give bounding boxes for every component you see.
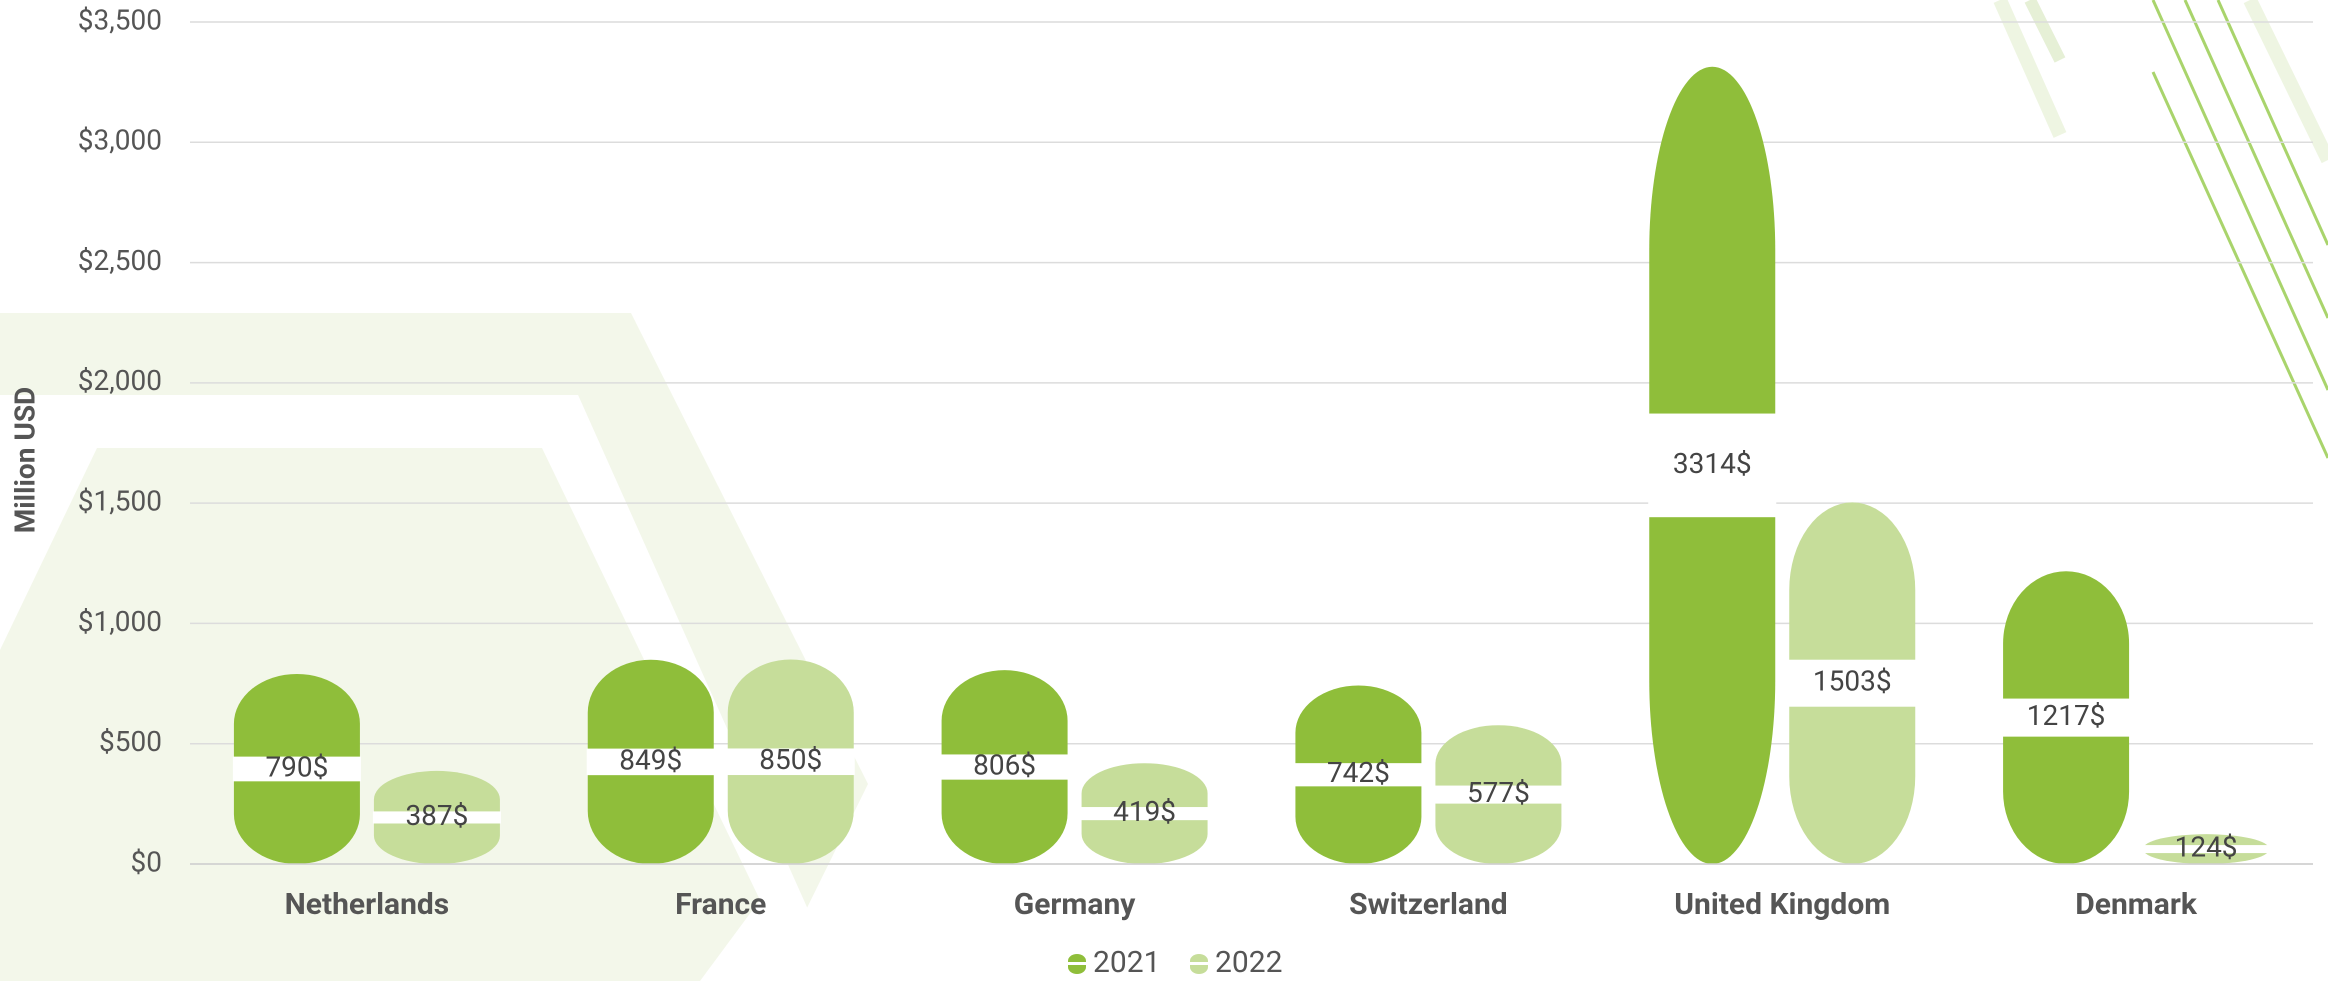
value-label: 850$ (759, 743, 822, 776)
label-gap (372, 811, 501, 824)
y-tick-label: $500 (99, 725, 162, 758)
y-tick-label: $1,500 (78, 485, 162, 518)
y-tick-label: $3,500 (78, 3, 162, 36)
label-gap (1648, 413, 1777, 518)
legend-label: 2021 (1093, 945, 1160, 980)
y-tick-label: $2,500 (78, 244, 162, 277)
value-label: 387$ (405, 799, 468, 832)
legend-gap (1067, 962, 1087, 965)
value-label: 3314$ (1673, 447, 1752, 480)
y-tick-label: $3,000 (78, 124, 162, 157)
value-label: 124$ (2175, 830, 2238, 863)
label-gap (726, 748, 855, 776)
label-gap (2002, 698, 2131, 737)
label-gap (586, 748, 715, 776)
value-label: 806$ (973, 748, 1036, 781)
x-tick-label: Germany (1014, 887, 1136, 922)
value-label: 790$ (265, 750, 328, 783)
value-label: 1217$ (2027, 699, 2106, 732)
legend-gap (1189, 962, 1209, 965)
x-tick-label: France (675, 887, 766, 922)
label-gap (1080, 807, 1209, 821)
x-tick-label: United Kingdom (1674, 887, 1890, 922)
y-axis-title: Million USD (8, 387, 41, 534)
label-gap (1788, 659, 1917, 707)
y-tick-label: $1,000 (78, 605, 162, 638)
value-label: 577$ (1467, 776, 1530, 809)
legend-label: 2022 (1215, 945, 1282, 980)
label-gap (1434, 785, 1563, 804)
x-tick-label: Switzerland (1349, 887, 1508, 922)
label-gap (232, 756, 361, 782)
value-label: 742$ (1327, 756, 1390, 789)
label-gap (940, 754, 1069, 780)
value-label: 1503$ (1813, 665, 1892, 698)
y-tick-label: $0 (131, 845, 162, 878)
label-gap (1294, 763, 1423, 787)
label-gap (2142, 845, 2271, 854)
x-tick-label: Denmark (2075, 887, 2198, 922)
x-tick-label: Netherlands (285, 887, 450, 922)
value-label: 849$ (619, 743, 682, 776)
y-tick-label: $2,000 (78, 364, 162, 397)
value-label: 419$ (1113, 795, 1176, 828)
